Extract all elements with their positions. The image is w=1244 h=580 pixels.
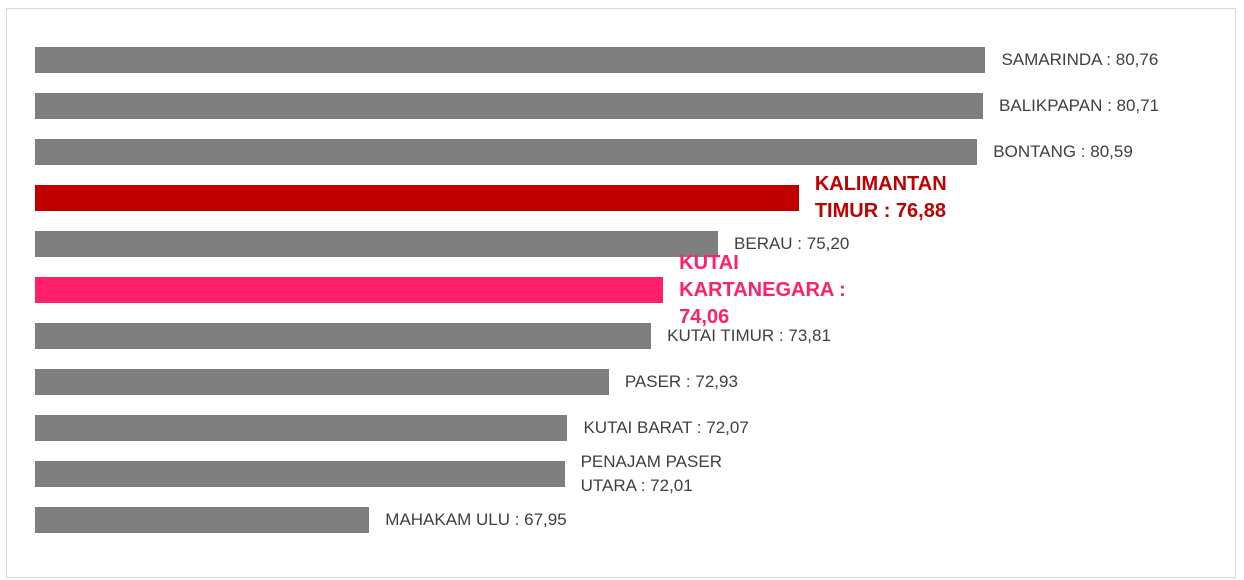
data-label: KUTAI TIMUR : 73,81 (667, 326, 831, 346)
data-label: PENAJAM PASER UTARA : 72,01 (580, 452, 722, 495)
data-label: KUTAI KARTANEGARA : 74,06 (679, 251, 846, 328)
bar (35, 139, 978, 165)
data-label: KALIMANTAN TIMUR : 76,88 (814, 173, 947, 222)
bar (35, 369, 609, 395)
bar (35, 507, 370, 533)
data-label: KUTAI BARAT : 72,07 (583, 418, 749, 438)
bar (35, 93, 984, 119)
bar (35, 277, 664, 303)
bar (35, 231, 719, 257)
data-label: BONTANG : 80,59 (993, 142, 1133, 162)
data-label: BALIKPAPAN : 80,71 (999, 96, 1160, 116)
chart: SAMARINDA : 80,76 BALIKPAPAN : 80,71 BONTA… (6, 8, 1236, 578)
data-label: PASER : 72,93 (624, 372, 738, 392)
data-label: MAHAKAM ULU : 67,95 (385, 510, 567, 530)
data-label: SAMARINDA : 80,76 (1001, 50, 1159, 70)
bar (35, 185, 799, 211)
data-label: BERAU : 75,20 (734, 234, 850, 254)
bar (35, 47, 986, 73)
bar (35, 461, 565, 487)
bar (35, 415, 568, 441)
bar (35, 323, 652, 349)
